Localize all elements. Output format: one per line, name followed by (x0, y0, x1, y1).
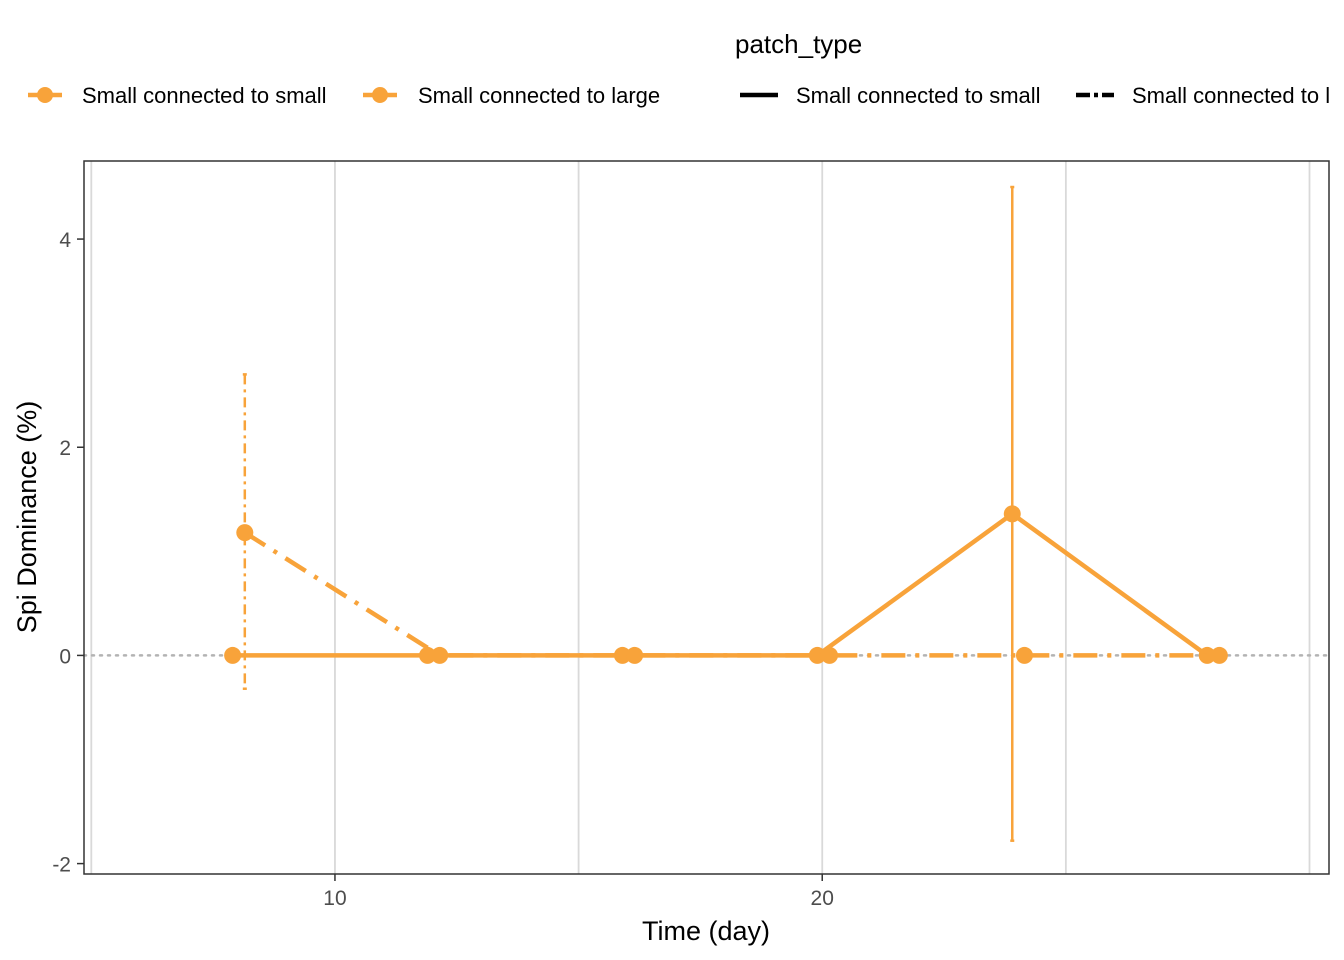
data-point (224, 646, 242, 664)
x-tick-label: 20 (811, 887, 834, 910)
legend-label-linetype-1: Small connected to small (796, 83, 1041, 108)
x-axis-title: Time (day) (642, 916, 770, 946)
axes: -2 0 2 4 10 20 (52, 229, 834, 910)
series-2 (236, 373, 1228, 690)
legend-key-color-2 (363, 87, 397, 103)
series-line (243, 530, 1220, 658)
series-1 (224, 185, 1216, 842)
legend: patch_type Small connected to small Smal… (28, 29, 1330, 108)
y-tick-label: 2 (59, 437, 71, 460)
data-point (613, 646, 631, 664)
data-point (1015, 646, 1033, 664)
legend-title: patch_type (735, 29, 862, 59)
y-tick-label: 4 (59, 229, 71, 252)
y-tick-label: 0 (59, 645, 71, 668)
series-line (232, 511, 1209, 658)
legend-key-color-1 (28, 87, 62, 103)
y-tick-label: -2 (52, 854, 71, 877)
data-point (1003, 505, 1021, 523)
legend-label-color-1: Small connected to small (82, 83, 327, 108)
data-point (1210, 646, 1228, 664)
panel-border (83, 160, 1330, 875)
data-point (626, 646, 644, 664)
legend-label-color-2: Small connected to large (418, 83, 660, 108)
data-point (431, 646, 449, 664)
legend-label-linetype-2: Small connected to l (1132, 83, 1330, 108)
x-tick-label: 10 (323, 887, 346, 910)
series-layer (224, 185, 1228, 842)
data-point (821, 646, 839, 664)
data-point (808, 646, 826, 664)
y-axis-title: Spi Dominance (%) (12, 401, 42, 634)
data-point (419, 646, 437, 664)
grid (90, 161, 1311, 874)
data-point (236, 524, 254, 542)
